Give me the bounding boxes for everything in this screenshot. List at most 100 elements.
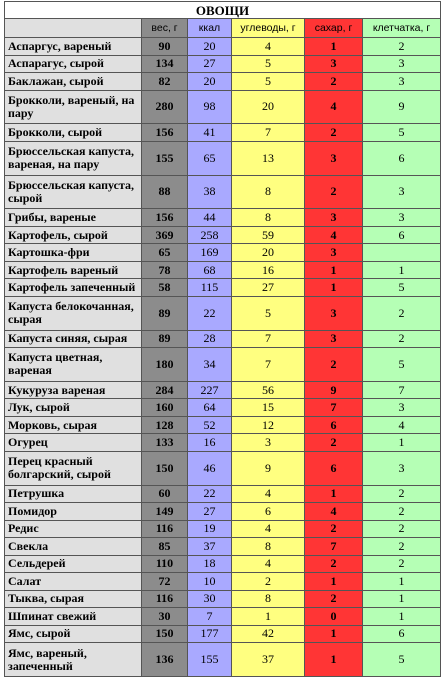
value-cell: 56	[231, 380, 305, 400]
table-row: Аспарагус, сырой 134 27 5 3 3	[4, 54, 442, 73]
value-cell: 3	[361, 174, 442, 210]
value-cell: 134	[141, 54, 188, 73]
table-row: Грибы, вареные 156 44 8 3 3	[4, 208, 442, 227]
vegetable-name: Помидор	[4, 502, 142, 521]
value-cell: 116	[141, 519, 188, 538]
value-cell: 9	[304, 380, 363, 400]
vegetable-name: Картошка-фри	[4, 243, 142, 262]
value-cell: 44	[187, 208, 232, 227]
value-cell: 37	[187, 537, 232, 556]
value-cell: 6	[361, 225, 442, 245]
value-cell: 7	[231, 347, 305, 382]
value-cell: 5	[231, 54, 305, 73]
value-cell: 227	[187, 380, 232, 400]
value-cell: 5	[231, 295, 305, 331]
value-cell: 9	[361, 89, 442, 125]
value-cell: 8	[231, 174, 305, 210]
value-cell: 52	[187, 415, 232, 435]
value-cell: 1	[304, 484, 363, 503]
value-cell: 6	[231, 502, 305, 521]
table-row: Брюссельская капуста, вареная, на пару 15…	[4, 140, 442, 176]
value-cell: 2	[304, 174, 363, 210]
table-row: Капуста синяя, сырая 89 28 7 3 2	[4, 329, 442, 348]
value-cell: 2	[304, 347, 363, 382]
value-cell: 1	[361, 433, 442, 452]
value-cell: 2	[304, 433, 363, 452]
value-cell: 280	[141, 89, 188, 125]
vegetable-name: Кукуруза вареная	[4, 380, 142, 400]
value-cell: 8	[231, 537, 305, 556]
value-cell: 3	[304, 208, 363, 227]
value-cell: 34	[187, 347, 232, 382]
value-cell: 78	[141, 260, 188, 280]
vegetable-name: Брокколи, сырой	[4, 123, 142, 142]
value-cell: 42	[231, 624, 305, 643]
table-row: Перец красный болгарский, сырой 150 46 9 6 3	[4, 450, 442, 486]
value-cell: 20	[231, 89, 305, 125]
value-cell: 155	[141, 140, 188, 176]
value-cell: 46	[187, 450, 232, 486]
value-cell: 180	[141, 347, 188, 382]
value-cell: 37	[231, 642, 305, 677]
value-cell: 7	[304, 537, 363, 556]
table-row: Лук, сырой 160 64 15 7 3	[4, 398, 442, 417]
value-cell: 18	[187, 554, 232, 573]
vegetable-name: Свекла	[4, 537, 142, 556]
value-cell: 150	[141, 624, 188, 643]
value-cell: 30	[187, 589, 232, 608]
value-cell: 3	[304, 329, 363, 348]
value-cell: 136	[141, 642, 188, 677]
value-cell: 3	[304, 295, 363, 331]
vegetable-name: Лук, сырой	[4, 398, 142, 417]
vegetable-name: Капуста белокочанная, сырая	[4, 295, 142, 331]
vegetable-name: Картофель запеченный	[4, 278, 142, 297]
vegetable-name: Тыква, сырая	[4, 589, 142, 608]
vegetable-name: Сельдерей	[4, 554, 142, 573]
vegetable-name: Капуста цветная, вареная	[4, 347, 142, 382]
value-cell: 2	[361, 537, 442, 556]
vegetable-name: Редис	[4, 519, 142, 538]
value-cell: 5	[361, 123, 442, 142]
value-cell: 177	[187, 624, 232, 643]
value-cell: 58	[141, 278, 188, 297]
vegetable-name: Брокколи, вареный, на пару	[4, 89, 142, 125]
table-row: Аспаргус, вареный 90 20 4 1 2	[4, 37, 442, 56]
value-cell: 284	[141, 380, 188, 400]
value-cell: 4	[304, 502, 363, 521]
value-cell: 64	[187, 398, 232, 417]
value-cell: 27	[187, 502, 232, 521]
table-row: Помидор 149 27 6 4 2	[4, 502, 442, 521]
value-cell: 2	[304, 554, 363, 573]
value-cell: 2	[304, 589, 363, 608]
value-cell: 133	[141, 433, 188, 452]
value-cell: 20	[187, 37, 232, 56]
blank-header	[4, 18, 142, 38]
table-row: Картошка-фри 65 169 20 3	[4, 243, 442, 262]
value-cell: 27	[187, 54, 232, 73]
value-cell: 2	[361, 554, 442, 573]
value-cell: 7	[231, 329, 305, 348]
value-cell: 149	[141, 502, 188, 521]
table-row: Брокколи, сырой 156 41 7 2 5	[4, 123, 442, 142]
value-cell: 4	[304, 89, 363, 125]
value-cell: 3	[361, 208, 442, 227]
value-cell	[361, 243, 442, 262]
table-row: Баклажан, сырой 82 20 5 2 3	[4, 72, 442, 91]
value-cell: 98	[187, 89, 232, 125]
table-title: ОВОЩИ	[3, 1, 442, 19]
table-row: Ямс, вареный, запеченный 136 155 37 1 5	[4, 642, 442, 677]
value-cell: 7	[361, 380, 442, 400]
vegetable-name: Перец красный болгарский, сырой	[4, 450, 142, 486]
value-cell: 5	[361, 642, 442, 677]
value-cell: 369	[141, 225, 188, 245]
value-cell: 7	[231, 123, 305, 142]
value-cell: 258	[187, 225, 232, 245]
value-cell: 156	[141, 123, 188, 142]
table-row: Редис 116 19 4 2 2	[4, 519, 442, 538]
value-cell: 2	[231, 572, 305, 591]
value-cell: 116	[141, 589, 188, 608]
table-row: Петрушка 60 22 4 1 2	[4, 484, 442, 503]
value-cell: 2	[304, 519, 363, 538]
value-cell: 10	[187, 572, 232, 591]
value-cell: 4	[231, 519, 305, 538]
